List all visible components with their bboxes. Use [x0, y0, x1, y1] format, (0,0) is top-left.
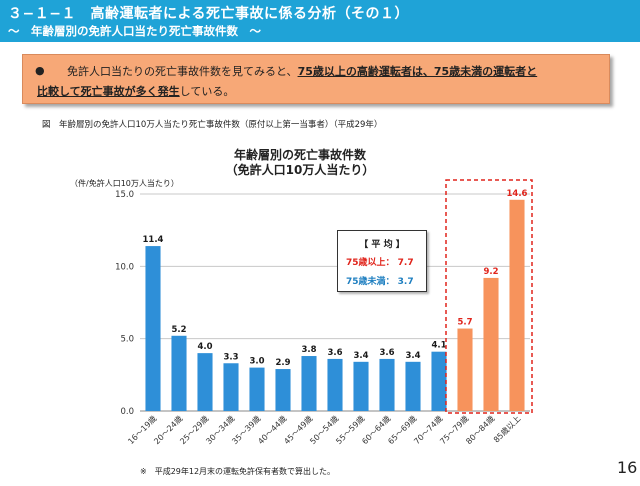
data-label: 3.0 [249, 357, 264, 367]
data-label: 3.4 [353, 351, 368, 361]
average-box: 【 平 均 】 75歳以上： 7.7 75歳未満： 3.7 [337, 230, 427, 292]
bar [197, 353, 213, 411]
bar [457, 328, 473, 411]
bar [223, 363, 239, 411]
summary-line-1: 免許人口当たりの死亡事故件数を見てみると、75歳以上の高齢運転者は、75歳未満の… [67, 63, 537, 79]
data-label: 5.2 [171, 325, 186, 335]
footnote: ※ 平成29年12月末の運転免許保有者数で算出した。 [140, 467, 336, 476]
data-label: 4.1 [431, 341, 446, 351]
data-label: 3.6 [327, 348, 342, 358]
average-75-and-over: 75歳以上： 7.7 [346, 258, 414, 268]
average-under-75: 75歳未満： 3.7 [346, 277, 414, 287]
bar [171, 335, 187, 411]
data-label: 9.2 [483, 267, 498, 277]
y-axis-label: （件/免許人口10万人当たり） [70, 179, 179, 188]
bar [483, 277, 499, 411]
data-label: 5.7 [457, 318, 472, 328]
figure-caption: 図 年齢層別の免許人口10万人当たり死亡事故件数（原付以上第一当事者）（平成29… [42, 120, 383, 130]
data-label: 4.0 [197, 342, 212, 352]
bar [275, 369, 291, 411]
bullet-icon: ● [35, 64, 45, 77]
bar [405, 361, 421, 411]
bar [353, 361, 369, 411]
chart-title: 年齢層別の死亡事故件数 （免許人口10万人当たり） [200, 148, 400, 178]
summary-text-2b: している。 [179, 85, 235, 98]
slide-header: ３−１−１ 高齢運転者による死亡事故に係る分析（その１） 〜 年齢層別の免許人口… [0, 0, 640, 42]
y-tick-label: 15.0 [115, 190, 134, 200]
slide-title: ３−１−１ 高齢運転者による死亡事故に係る分析（その１） [8, 6, 410, 22]
x-tick-label: 80〜84歳 [464, 413, 497, 446]
bar [145, 246, 161, 411]
slide-subtitle: 〜 年齢層別の免許人口当たり死亡事故件数 〜 [8, 24, 261, 38]
bar [301, 356, 317, 411]
data-label: 11.4 [143, 235, 164, 245]
summary-text-1a: 免許人口当たりの死亡事故件数を見てみると、 [67, 65, 298, 78]
data-label: 3.8 [301, 345, 316, 355]
bar [327, 358, 343, 411]
summary-line-2: 比較して死亡事故が多く発生している。 [37, 83, 234, 99]
x-tick-label: 85歳以上 [491, 413, 522, 444]
data-label: 3.6 [379, 348, 394, 358]
bar [431, 351, 447, 411]
bar [379, 358, 395, 411]
data-label: 3.4 [405, 351, 420, 361]
chart-title-line-1: 年齢層別の死亡事故件数 [233, 148, 366, 162]
y-tick-label: 5.0 [120, 335, 134, 345]
bar [249, 367, 265, 411]
page-number: 16 [617, 458, 638, 477]
y-tick-label: 0.0 [120, 407, 134, 417]
average-title: 【 平 均 】 [359, 240, 405, 250]
summary-box: ● 免許人口当たりの死亡事故件数を見てみると、75歳以上の高齢運転者は、75歳未… [22, 54, 610, 104]
summary-text-1b: 75歳以上の高齢運転者は、75歳未満の運転者と [297, 65, 538, 78]
y-tick-label: 10.0 [115, 262, 134, 272]
bar [509, 199, 525, 411]
summary-text-2a: 比較して死亡事故が多く発生 [37, 85, 180, 98]
data-label: 3.3 [223, 352, 238, 362]
chart-title-line-2: （免許人口10万人当たり） [225, 163, 375, 177]
highlight-75-over-box [445, 179, 533, 414]
data-label: 2.9 [275, 358, 290, 368]
data-label: 14.6 [507, 189, 528, 199]
